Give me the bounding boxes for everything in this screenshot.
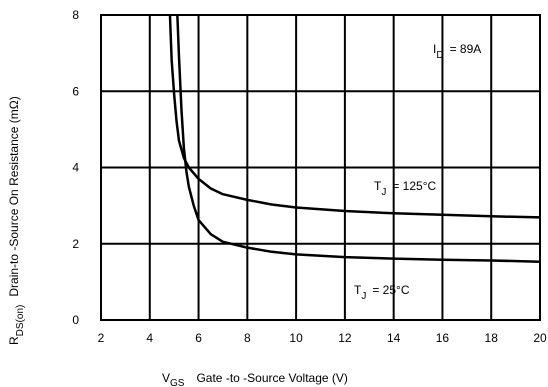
axes: 2 4 6 8 10 12 14 16 18 20 0 2 4 6 8 (72, 8, 547, 345)
annotation-tj-25: TJ = 25°C (354, 283, 410, 302)
y-tick-label: 0 (72, 313, 79, 327)
x-tick-label: 10 (289, 331, 303, 345)
x-axis-label: VGS Gate -to -Source Voltage (V) (162, 371, 348, 387)
y-tick-label: 4 (72, 161, 79, 175)
y-tick-label: 2 (72, 237, 79, 251)
annotation-id: ID = 89A (433, 42, 481, 61)
x-tick-label: 14 (387, 331, 401, 345)
x-tick-label: 12 (338, 331, 352, 345)
y-tick-label: 6 (72, 84, 79, 98)
x-tick-label: 16 (436, 331, 450, 345)
y-tick-label: 8 (72, 8, 79, 22)
series-group (168, 15, 540, 263)
plot-frame (100, 14, 541, 321)
x-tick-label: 20 (533, 331, 547, 345)
series-line-1 (176, 15, 540, 263)
series-line-0 (168, 15, 540, 219)
x-tick-label: 4 (146, 331, 153, 345)
grid (100, 14, 541, 321)
y-axis-label: RDS(on)Drain-to -Source On Resistance (m… (7, 96, 26, 345)
annotation-tj-125: TJ = 125°C (374, 179, 437, 198)
x-tick-label: 2 (98, 331, 105, 345)
x-tick-label: 6 (195, 331, 202, 345)
x-tick-label: 18 (485, 331, 499, 345)
x-tick-label: 8 (244, 331, 251, 345)
